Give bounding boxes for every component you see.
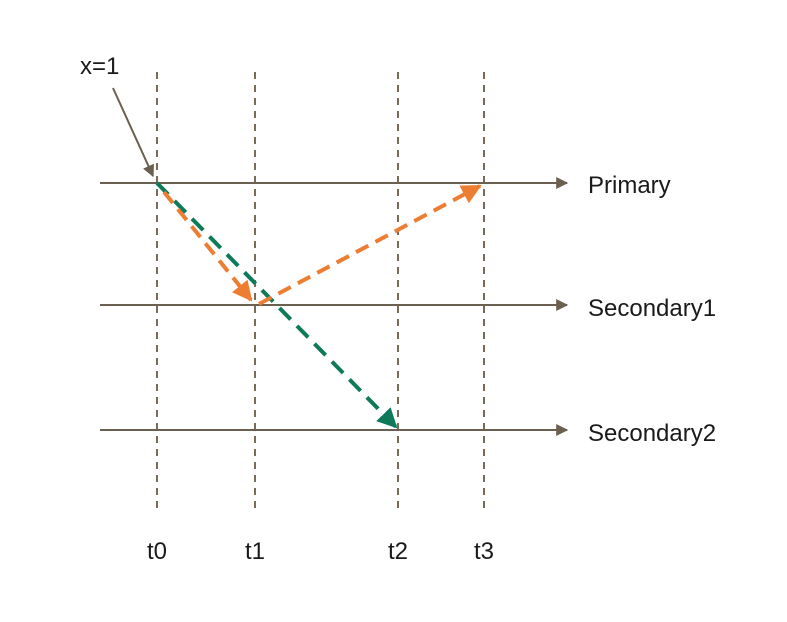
lane-labels: Primary Secondary1 Secondary2 [588, 172, 716, 447]
time-lines [156, 72, 485, 508]
lane-label-secondary1: Secondary1 [588, 295, 716, 322]
time-label-t0: t0 [147, 538, 167, 565]
time-label-t1: t1 [245, 538, 265, 565]
lane-lines [100, 177, 569, 436]
message-arrow-orange-secondary1-to-primary [258, 184, 482, 306]
message-arrow-green-primary-to-secondary2 [155, 181, 398, 429]
annotation-label: x=1 [80, 53, 119, 80]
annotation-pointer-arrow [112, 87, 154, 178]
time-label-t2: t2 [388, 538, 408, 565]
message-arrow-orange-primary-to-secondary1 [162, 190, 253, 302]
time-label-t3: t3 [474, 538, 494, 565]
write-annotation: x=1 [80, 53, 154, 178]
lane-label-secondary2: Secondary2 [588, 420, 716, 447]
messages [155, 181, 482, 429]
time-labels: t0 t1 t2 t3 [147, 538, 494, 565]
lane-label-primary: Primary [588, 172, 671, 199]
